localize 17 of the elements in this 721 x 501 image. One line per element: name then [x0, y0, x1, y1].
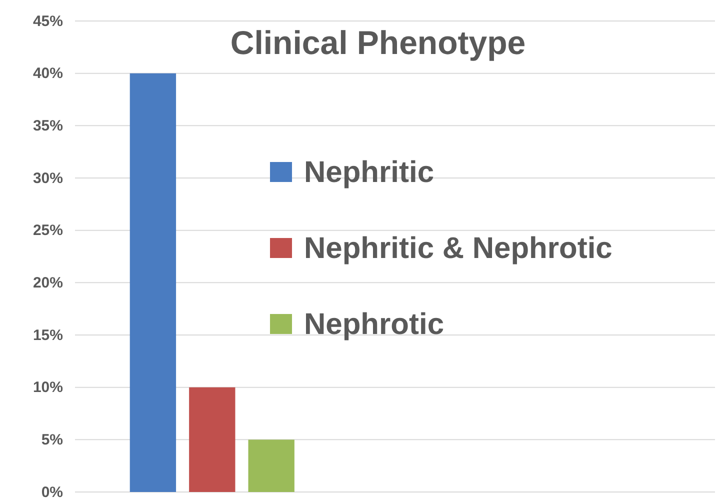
y-tick-label: 5% [41, 431, 63, 448]
bar [189, 387, 236, 492]
y-tick-label: 0% [41, 484, 63, 501]
bar [248, 440, 294, 492]
y-tick-label: 40% [32, 65, 63, 82]
y-tick-label: 45% [32, 12, 63, 30]
chart-title: Clinical Phenotype [230, 24, 526, 61]
y-tick-label: 30% [32, 170, 63, 187]
y-tick-label: 35% [32, 117, 63, 134]
y-tick-label: 25% [32, 222, 63, 240]
y-tick-label: 10% [32, 379, 63, 396]
y-tick-label: 15% [32, 326, 63, 344]
legend-label: Nephritic [304, 156, 434, 189]
legend-label: Nephritic & Nephrotic [304, 232, 612, 265]
bar [130, 73, 176, 492]
legend-label: Nephrotic [304, 308, 444, 341]
y-tick-label: 20% [32, 274, 63, 292]
